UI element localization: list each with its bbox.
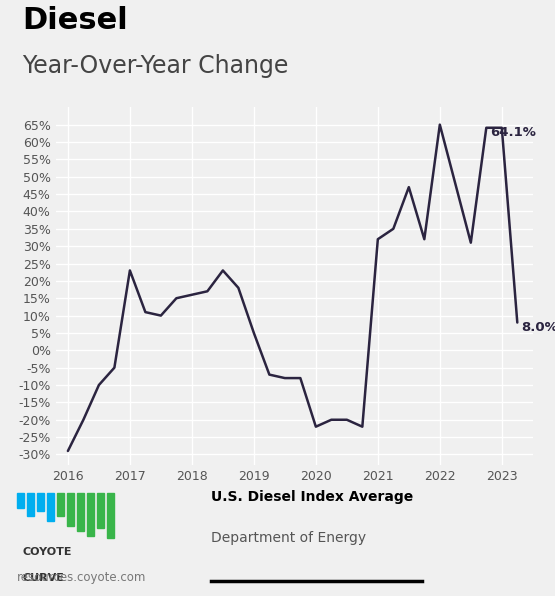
Bar [37,493,44,511]
Text: 8.0%: 8.0% [521,321,555,334]
Bar [67,493,74,526]
Bar [107,493,114,538]
Text: CURVE: CURVE [22,573,64,583]
Text: COYOTE: COYOTE [22,547,72,557]
Text: Year-Over-Year Change: Year-Over-Year Change [22,54,289,77]
Text: Department of Energy: Department of Energy [211,531,366,545]
Text: U.S. Diesel Index Average: U.S. Diesel Index Average [211,490,413,504]
Bar [87,493,94,536]
Text: 64.1%: 64.1% [490,126,536,139]
Bar [77,493,84,531]
Text: Diesel: Diesel [22,6,128,35]
Text: resources.coyote.com: resources.coyote.com [17,571,146,584]
Bar [57,493,64,516]
Bar [97,493,104,529]
Bar [17,493,24,508]
Bar [27,493,34,516]
Bar [47,493,54,521]
